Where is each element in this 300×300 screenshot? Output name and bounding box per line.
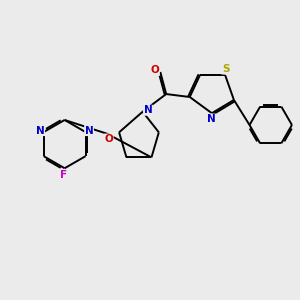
- Text: N: N: [144, 105, 152, 115]
- Text: N: N: [207, 114, 216, 124]
- Text: O: O: [151, 65, 159, 76]
- Text: N: N: [36, 126, 44, 136]
- Text: S: S: [222, 64, 230, 74]
- Text: O: O: [104, 134, 113, 144]
- Text: F: F: [60, 170, 67, 180]
- Text: N: N: [85, 126, 93, 136]
